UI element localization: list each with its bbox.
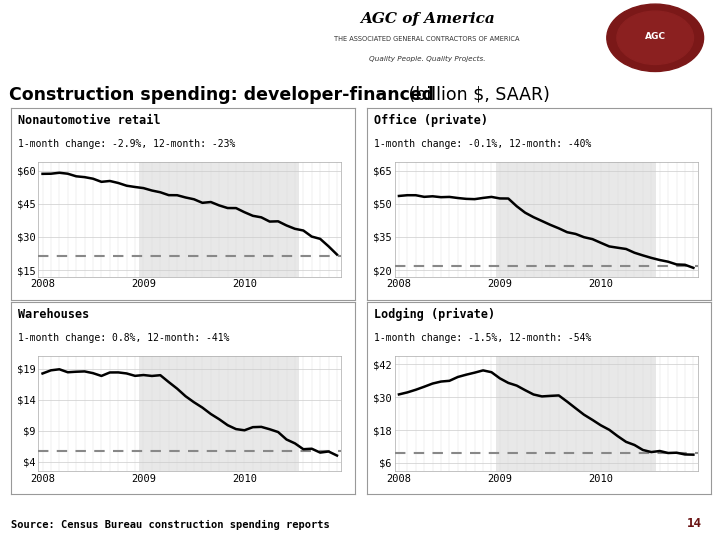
Text: AGC of America: AGC of America: [360, 12, 495, 26]
Text: 1-month change: -2.9%, 12-month: -23%: 1-month change: -2.9%, 12-month: -23%: [18, 139, 235, 148]
Circle shape: [607, 4, 703, 71]
Text: AGC: AGC: [644, 32, 666, 41]
Bar: [299, 356, 341, 471]
Text: Construction spending: developer-financed: Construction spending: developer-finance…: [9, 85, 433, 104]
Bar: [655, 161, 698, 276]
Bar: [299, 161, 341, 276]
Bar: [38, 356, 139, 471]
Text: 14: 14: [687, 517, 702, 530]
Text: Quality People. Quality Projects.: Quality People. Quality Projects.: [369, 56, 485, 62]
Text: 1-month change: 0.8%, 12-month: -41%: 1-month change: 0.8%, 12-month: -41%: [18, 333, 229, 343]
Bar: [38, 161, 139, 276]
Text: 1-month change: -0.1%, 12-month: -40%: 1-month change: -0.1%, 12-month: -40%: [374, 139, 591, 148]
Text: Nonautomotive retail: Nonautomotive retail: [18, 114, 160, 127]
Bar: [655, 356, 698, 471]
Circle shape: [617, 11, 693, 64]
Text: 1-month change: -1.5%, 12-month: -54%: 1-month change: -1.5%, 12-month: -54%: [374, 333, 591, 343]
Text: Lodging (private): Lodging (private): [374, 308, 495, 321]
Text: (billion $, SAAR): (billion $, SAAR): [403, 85, 550, 104]
Text: THE ASSOCIATED GENERAL CONTRACTORS OF AMERICA: THE ASSOCIATED GENERAL CONTRACTORS OF AM…: [334, 36, 520, 42]
Text: Office (private): Office (private): [374, 114, 488, 127]
Bar: [395, 161, 495, 276]
Text: Warehouses: Warehouses: [18, 308, 89, 321]
Text: Source: Census Bureau construction spending reports: Source: Census Bureau construction spend…: [11, 520, 330, 530]
Bar: [395, 356, 495, 471]
